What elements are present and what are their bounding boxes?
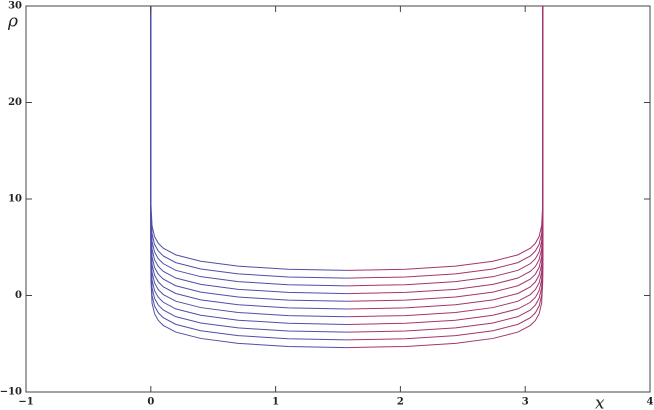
curve <box>346 6 544 271</box>
curve <box>150 6 347 349</box>
curve <box>346 6 544 295</box>
curve <box>150 6 347 295</box>
plot-area <box>150 6 544 349</box>
curve <box>346 6 544 310</box>
y-tick-label: 20 <box>8 97 22 108</box>
plot-frame <box>25 5 651 393</box>
x-tick-label: 0 <box>147 397 154 408</box>
y-tick-label: 30 <box>8 1 22 12</box>
y-tick-label: 10 <box>8 194 22 205</box>
curve <box>346 6 544 279</box>
x-tick-label: 1 <box>272 397 279 408</box>
curve <box>346 6 544 318</box>
y-tick-label: −10 <box>0 387 22 398</box>
curve <box>346 6 544 349</box>
curve <box>346 6 544 325</box>
curve <box>150 6 347 325</box>
curve <box>346 6 544 341</box>
x-tick-label: 3 <box>522 397 529 408</box>
curve <box>150 6 347 318</box>
curve <box>150 6 347 287</box>
curve <box>150 6 347 271</box>
x-axis-label: x <box>595 394 605 410</box>
x-tick-label: 2 <box>397 397 404 408</box>
x-tick-label: 4 <box>647 397 654 408</box>
curve <box>346 6 544 287</box>
curve <box>150 6 347 341</box>
curve <box>150 6 347 310</box>
y-tick-label: 0 <box>15 290 22 301</box>
y-axis-label: ρ <box>7 12 18 32</box>
x-tick-label: −1 <box>18 397 33 408</box>
curve <box>150 6 347 279</box>
